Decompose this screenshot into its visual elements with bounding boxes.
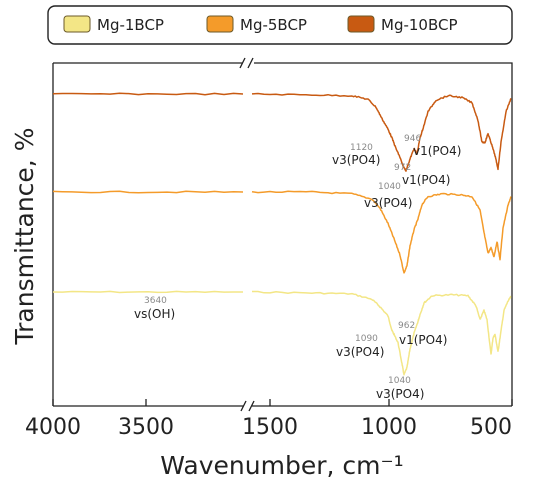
series-line-mg-10bcp-right (251, 92, 512, 172)
legend-swatch-1 (206, 15, 234, 33)
annot-top-label-1040: v3(PO4) (364, 196, 412, 210)
series-layer (52, 92, 512, 376)
axis-break-top-1 (239, 57, 246, 69)
axes: 4000 3500 1500 1000 500 Wavenumber, cm⁻¹… (10, 57, 513, 480)
series-line-mg-1bcp-left (52, 290, 243, 294)
axis-break-bottom-2 (248, 400, 255, 412)
legend-label-1: Mg-5BCP (240, 16, 307, 34)
legend: Mg-1BCP Mg-5BCP Mg-10BCP (47, 5, 513, 45)
legend-swatch-2 (347, 15, 375, 33)
legend-label-2: Mg-10BCP (381, 16, 458, 34)
series-line-mg-5bcp-right (251, 190, 512, 274)
annotations: 1120 v3(PO4) 946 v1(PO4) 972 v1(PO4) 104… (134, 134, 461, 401)
series-line-mg-10bcp-left (52, 92, 244, 96)
x-tick-label-0: 4000 (25, 415, 81, 440)
series-line-mg-5bcp-left (52, 190, 244, 194)
x-axis-title: Wavenumber, cm⁻¹ (160, 451, 403, 480)
annot-bottom-label-962: v1(PO4) (399, 333, 447, 347)
axis-break-top-2 (247, 57, 254, 69)
annot-bottom-wn-1090: 1090 (355, 334, 378, 344)
legend-swatch-0 (63, 15, 91, 33)
axis-break-bottom-1 (240, 400, 247, 412)
annot-bottom-wn-3640: 3640 (144, 296, 167, 306)
annot-bottom-wn-1040: 1040 (388, 376, 411, 386)
y-axis-title: Transmittance, % (10, 128, 39, 346)
series-line-mg-1bcp-right (252, 290, 512, 376)
annot-bottom-label-1040: v3(PO4) (376, 387, 424, 401)
x-tick-label-3: 1000 (361, 415, 417, 440)
x-tick-label-4: 500 (470, 415, 512, 440)
x-tick-label-1: 3500 (118, 415, 174, 440)
top-frame-right (254, 62, 513, 406)
x-tick-label-2: 1500 (242, 415, 298, 440)
annot-top-wn-1120: 1120 (350, 143, 373, 153)
annot-top-wn-1040: 1040 (378, 182, 401, 192)
annot-top-label-972: v1(PO4) (402, 173, 450, 187)
annot-top-wn-972: 972 (394, 163, 411, 173)
annot-bottom-wn-962: 962 (398, 321, 415, 331)
annot-bottom-label-1090: v3(PO4) (336, 345, 384, 359)
legend-frame (47, 5, 513, 45)
annot-top-wn-946: 946 (404, 134, 421, 144)
legend-label-0: Mg-1BCP (97, 16, 164, 34)
annot-top-label-946-a: v1(PO4) (413, 144, 461, 158)
annot-top-label-1120: v3(PO4) (332, 153, 380, 167)
annot-bottom-label-3640: vs(OH) (134, 307, 175, 321)
